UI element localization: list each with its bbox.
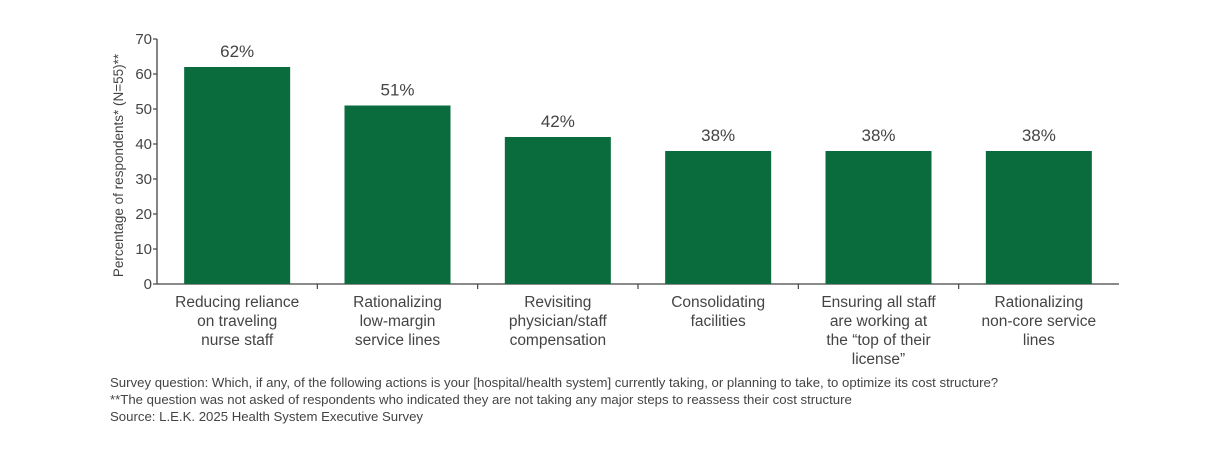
y-tick-label: 30 <box>135 171 152 188</box>
bar <box>504 137 611 284</box>
y-tick-label: 0 <box>144 276 152 293</box>
y-axis-title: Percentage of respondents* (N=55)** <box>111 53 126 277</box>
bar-chart: 0 10 20 30 40 50 60 70 Percentage of respondents… <box>111 31 1119 368</box>
y-tick-label: 70 <box>135 31 152 48</box>
x-tick-label: Rationalizing <box>353 294 442 311</box>
data-label: 42% <box>541 112 575 131</box>
y-tick-label: 20 <box>135 206 152 223</box>
x-tick-label: Rationalizing <box>994 294 1083 311</box>
bar <box>665 151 772 284</box>
x-tick-label: Ensuring all staff <box>821 294 936 311</box>
x-tick-label: Reducing reliance <box>175 294 299 311</box>
survey-question-note: Survey question: Which, if any, of the f… <box>110 375 999 390</box>
data-label: 51% <box>380 81 414 100</box>
footnotes: Survey question: Which, if any, of the f… <box>110 374 1010 425</box>
y-tick-label: 50 <box>135 101 152 118</box>
x-tick-label: nurse staff <box>201 332 274 349</box>
bar <box>985 151 1092 284</box>
y-tick-label: 40 <box>135 136 152 153</box>
data-label: 38% <box>1022 126 1056 145</box>
x-tick-label: non-core service <box>982 313 1097 330</box>
x-tick-label: Revisiting <box>524 294 591 311</box>
x-tick-label: physician/staff <box>509 313 608 330</box>
x-tick-label: service lines <box>355 332 441 349</box>
data-label: 38% <box>861 126 895 145</box>
y-tick-label: 10 <box>135 241 152 258</box>
x-tick-label: lines <box>1023 332 1055 349</box>
bar <box>825 151 932 284</box>
x-tick-label: low-margin <box>360 313 436 330</box>
bar <box>184 67 291 284</box>
source-note: Source: L.E.K. 2025 Health System Execut… <box>110 409 423 424</box>
x-tick-label: are working at <box>830 313 928 330</box>
bar <box>344 105 451 284</box>
x-tick-label: Consolidating <box>671 294 765 311</box>
asterisk-note: **The question was not asked of responde… <box>110 392 852 407</box>
x-tick-label: on traveling <box>197 313 277 330</box>
x-tick-label: the “top of their <box>826 332 930 349</box>
x-tick-label: compensation <box>510 332 607 349</box>
data-label: 62% <box>220 42 254 61</box>
x-tick-label: license” <box>852 351 905 368</box>
y-tick-label: 60 <box>135 66 152 83</box>
data-label: 38% <box>701 126 735 145</box>
x-tick-label: facilities <box>691 313 746 330</box>
